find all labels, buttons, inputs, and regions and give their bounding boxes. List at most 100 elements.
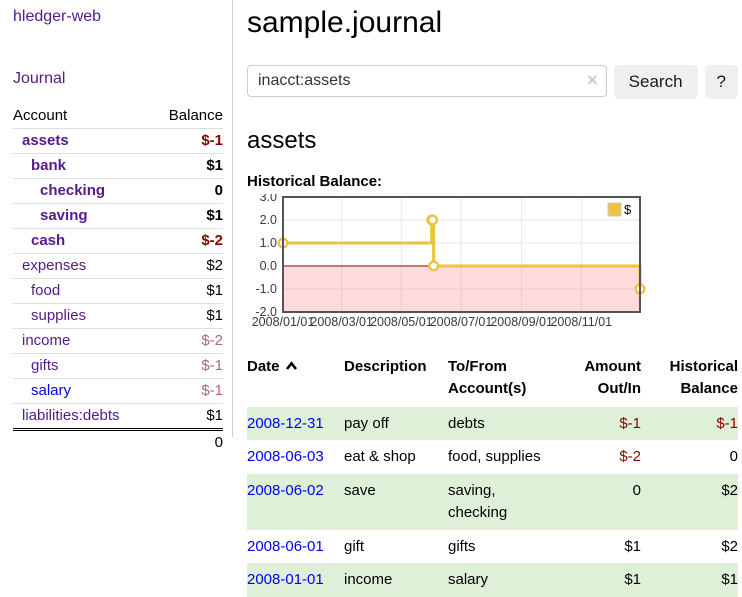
account-link-cash[interactable]: cash xyxy=(31,232,66,249)
clear-search-icon[interactable]: × xyxy=(587,70,598,90)
x-tick-label: 2008/09/01 xyxy=(490,315,553,329)
register-table: Date Description To/From Account(s) Amou… xyxy=(247,352,738,597)
account-row: salary $-1 xyxy=(13,378,223,404)
register-header-amount-line2: Out/In xyxy=(597,379,641,397)
chart-title: Historical Balance: xyxy=(247,173,383,190)
register-header-accounts-line2: Account(s) xyxy=(448,379,527,397)
register-header-balance: Historical Balance xyxy=(641,352,738,407)
register-header-balance-line2: Balance xyxy=(680,379,738,397)
account-row: cash $-2 xyxy=(13,228,223,254)
register-header-accounts-line1: To/From xyxy=(448,358,507,375)
x-tick-label: 2008/11/01 xyxy=(550,315,612,329)
account-link-bank[interactable]: bank xyxy=(31,157,67,174)
transaction-balance: $-1 xyxy=(716,414,738,432)
transaction-description: eat & shop xyxy=(344,448,416,466)
search-button[interactable]: Search xyxy=(613,65,698,99)
account-link-income[interactable]: income xyxy=(22,332,71,349)
transaction-accounts: saving, checking xyxy=(448,482,508,521)
sort-ascending-icon xyxy=(285,356,298,378)
account-link-liabilities-debts[interactable]: liabilities:debts xyxy=(22,407,120,424)
accounts-header-row: Account Balance xyxy=(13,104,223,129)
search-form: × Search ? xyxy=(247,65,738,99)
y-tick-label: 1.0 xyxy=(260,236,277,250)
register-header-accounts: To/From Account(s) xyxy=(448,352,561,407)
register-header-row: Date Description To/From Account(s) Amou… xyxy=(247,352,738,407)
register-header-date[interactable]: Date xyxy=(247,352,344,407)
y-tick-label: 3.0 xyxy=(260,194,277,204)
register-header-description-label: Description xyxy=(344,358,427,375)
legend-label: $ xyxy=(624,202,632,217)
account-row: gifts $-1 xyxy=(13,353,223,379)
transaction-date-link[interactable]: 2008-01-01 xyxy=(247,571,324,589)
transaction-balance: $2 xyxy=(721,537,738,555)
account-balance: $2 xyxy=(152,253,223,279)
account-row: saving $1 xyxy=(13,203,223,229)
accounts-header-balance: Balance xyxy=(152,104,223,129)
x-tick-label: 2008/07/01 xyxy=(430,315,493,329)
account-balance: $1 xyxy=(152,278,223,304)
search-input[interactable] xyxy=(247,65,607,97)
account-link-food[interactable]: food xyxy=(31,282,61,299)
account-row: bank $1 xyxy=(13,153,223,179)
data-point-marker xyxy=(427,214,439,226)
register-row: 2008-12-31 pay off debts $-1 $-1 xyxy=(247,406,738,441)
account-balance: $1 xyxy=(152,203,223,229)
account-balance: $-2 xyxy=(152,328,223,354)
account-link-expenses[interactable]: expenses xyxy=(22,257,87,274)
page-title: sample.journal xyxy=(247,6,443,39)
register-header-amount: Amount Out/In xyxy=(561,352,641,407)
account-link-supplies[interactable]: supplies xyxy=(31,307,87,324)
plot-border xyxy=(282,196,641,313)
register-header-balance-line1: Historical xyxy=(669,358,738,375)
transaction-balance: 0 xyxy=(729,448,738,466)
account-link-salary[interactable]: salary xyxy=(31,382,72,399)
y-tick-label: -1.0 xyxy=(255,282,277,296)
register-row: 2008-06-01 gift gifts $1 $2 xyxy=(247,530,738,564)
search-help-button[interactable]: ? xyxy=(704,65,738,99)
register-row: 2008-06-03 eat & shop food, supplies $-2… xyxy=(247,440,738,474)
account-row: expenses $2 xyxy=(13,253,223,279)
transaction-accounts: salary xyxy=(448,571,489,589)
account-balance: $1 xyxy=(152,403,223,430)
transaction-description: gift xyxy=(344,537,365,555)
app-brand-link[interactable]: hledger-web xyxy=(13,8,102,25)
account-row: supplies $1 xyxy=(13,303,223,329)
x-tick-label: 2008/01/01 xyxy=(252,315,315,329)
account-balance: 0 xyxy=(152,178,223,204)
transaction-amount: $-1 xyxy=(619,414,641,432)
account-balance: $-1 xyxy=(152,128,223,154)
transaction-amount: $-2 xyxy=(619,448,641,466)
account-balance: $1 xyxy=(152,153,223,179)
transaction-accounts: food, supplies xyxy=(448,448,541,466)
main-content: sample.journal × Search ? assets Histori… xyxy=(247,0,738,597)
account-link-assets[interactable]: assets xyxy=(22,132,69,149)
register-row: 2008-01-01 income salary $1 $1 xyxy=(247,563,738,597)
account-link-gifts[interactable]: gifts xyxy=(31,357,59,374)
register-row: 2008-06-02 save saving, checking 0 $2 xyxy=(247,474,738,530)
negative-region xyxy=(283,266,640,312)
transaction-date-link[interactable]: 2008-12-31 xyxy=(247,414,324,432)
transaction-date-link[interactable]: 2008-06-03 xyxy=(247,448,324,466)
account-link-saving[interactable]: saving xyxy=(40,207,88,224)
register-header-date-label: Date xyxy=(247,358,280,375)
account-row: liabilities:debts $1 xyxy=(13,403,223,430)
register-header-description: Description xyxy=(344,352,448,407)
transaction-description: save xyxy=(344,482,376,499)
transaction-description: pay off xyxy=(344,414,389,432)
y-tick-label: 0.0 xyxy=(260,259,277,273)
account-row: income $-2 xyxy=(13,328,223,354)
historical-balance-chart-svg: 2008/01/012008/03/012008/05/012008/07/01… xyxy=(252,190,646,329)
accounts-total-row: 0 xyxy=(13,428,223,455)
transaction-amount: 0 xyxy=(632,482,641,499)
account-balance: $-1 xyxy=(152,353,223,379)
account-link-checking[interactable]: checking xyxy=(40,182,106,199)
legend-swatch xyxy=(607,202,622,217)
sidebar-item-journal[interactable]: Journal xyxy=(13,70,66,87)
transaction-balance: $1 xyxy=(721,571,738,589)
y-tick-label: 2.0 xyxy=(260,213,277,227)
account-row: checking 0 xyxy=(13,178,223,204)
transaction-date-link[interactable]: 2008-06-01 xyxy=(247,537,324,555)
accounts-total-balance: 0 xyxy=(152,428,223,455)
sidebar: hledger-web Journal Account Balance asse… xyxy=(0,0,233,455)
transaction-date-link[interactable]: 2008-06-02 xyxy=(247,482,324,499)
